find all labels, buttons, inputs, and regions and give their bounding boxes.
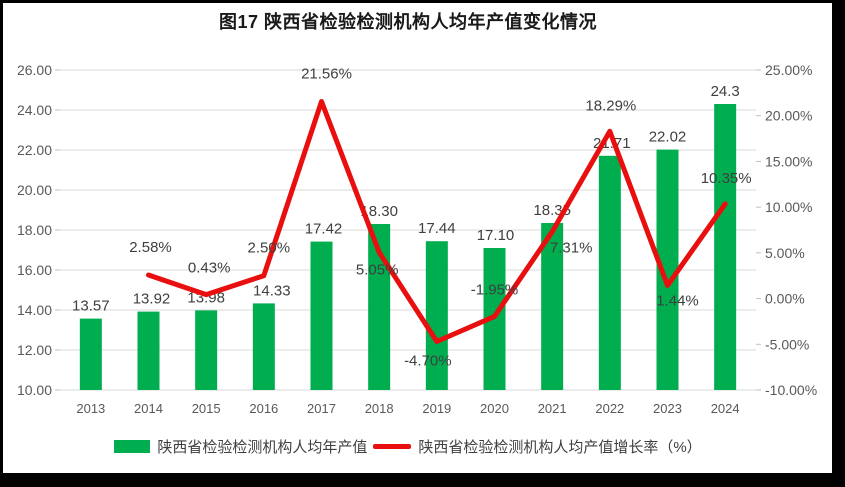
legend-line-label: 陕西省检验检测机构人均产值增长率（%）	[418, 439, 702, 456]
growth-point-label: -1.95%	[471, 281, 519, 298]
bar-value-label: 18.30	[360, 203, 398, 220]
bar	[195, 310, 218, 390]
left-axis-tick-label: 14.00	[17, 302, 52, 318]
x-axis-label: 2017	[307, 401, 336, 416]
bar	[656, 149, 679, 390]
bar	[137, 311, 160, 390]
legend-item-bar: 陕西省检验检测机构人均年产值	[114, 436, 367, 457]
right-axis-tick-label: 5.00%	[765, 245, 805, 261]
right-axis-tick-label: 10.00%	[765, 199, 812, 215]
bar-value-label: 17.10	[477, 227, 515, 244]
bar-value-label: 22.02	[649, 129, 687, 146]
growth-point-label: -4.70%	[404, 353, 452, 370]
bar	[368, 224, 391, 390]
bar	[252, 303, 275, 390]
legend-bar-label: 陕西省检验检测机构人均年产值	[157, 439, 368, 456]
legend-item-line: 陕西省检验检测机构人均产值增长率（%）	[373, 436, 702, 457]
bar	[310, 241, 333, 390]
x-axis-label: 2013	[76, 401, 105, 416]
chart-paper	[3, 3, 832, 473]
x-axis-label: 2014	[134, 401, 163, 416]
growth-point-label: 18.29%	[585, 97, 636, 114]
right-axis-tick-label: -10.00%	[765, 382, 817, 398]
x-axis-label: 2021	[538, 401, 567, 416]
bar-series-swatch	[114, 440, 151, 453]
left-axis-tick-label: 16.00	[17, 262, 52, 278]
x-axis-label: 2016	[249, 401, 278, 416]
growth-point-label: 5.05%	[356, 261, 399, 278]
x-axis-label: 2019	[422, 401, 451, 416]
growth-point-label: 2.58%	[129, 239, 172, 256]
bar-value-label: 14.33	[253, 282, 291, 299]
growth-point-label: 1.44%	[656, 292, 699, 309]
right-axis-tick-label: 0.00%	[765, 291, 805, 307]
line-series-swatch	[373, 444, 412, 449]
left-axis-tick-label: 18.00	[17, 222, 52, 238]
right-axis-tick-label: 20.00%	[765, 108, 812, 124]
bar	[541, 223, 564, 390]
bar-value-label: 17.44	[418, 220, 456, 237]
x-axis-label: 2023	[653, 401, 682, 416]
left-axis-tick-label: 10.00	[17, 382, 52, 398]
x-axis-label: 2024	[711, 401, 740, 416]
x-axis-label: 2020	[480, 401, 509, 416]
bar	[425, 241, 448, 390]
chart-title: 图17 陕西省检验检测机构人均年产值变化情况	[218, 12, 598, 32]
bar	[79, 318, 102, 390]
growth-point-label: 2.50%	[248, 240, 291, 257]
left-axis-tick-label: 12.00	[17, 342, 52, 358]
bar-value-label: 13.57	[72, 298, 110, 315]
left-axis-tick-label: 22.00	[17, 142, 52, 158]
right-axis-tick-label: -5.00%	[765, 336, 809, 352]
bar	[598, 155, 621, 390]
x-axis-label: 2018	[365, 401, 394, 416]
growth-point-label: 21.56%	[301, 65, 352, 82]
right-axis-tick-label: 15.00%	[765, 153, 812, 169]
growth-point-label: 0.43%	[188, 260, 231, 277]
bar-value-label: 13.92	[133, 291, 171, 308]
left-axis-tick-label: 20.00	[17, 182, 52, 198]
x-axis-label: 2015	[192, 401, 221, 416]
left-axis-tick-label: 24.00	[17, 102, 52, 118]
bar-value-label: 24.3	[711, 83, 740, 100]
bar-value-label: 17.42	[305, 221, 343, 238]
bar	[714, 104, 737, 390]
chart-legend: 陕西省检验检测机构人均年产值 陕西省检验检测机构人均产值增长率（%）	[3, 436, 813, 457]
growth-point-label: 10.35%	[701, 170, 752, 187]
growth-point-label: 7.31%	[550, 240, 593, 257]
growth-line	[146, 99, 728, 344]
x-axis-label: 2022	[595, 401, 624, 416]
right-axis-tick-label: 25.00%	[765, 62, 812, 78]
left-axis-tick-label: 26.00	[17, 62, 52, 78]
